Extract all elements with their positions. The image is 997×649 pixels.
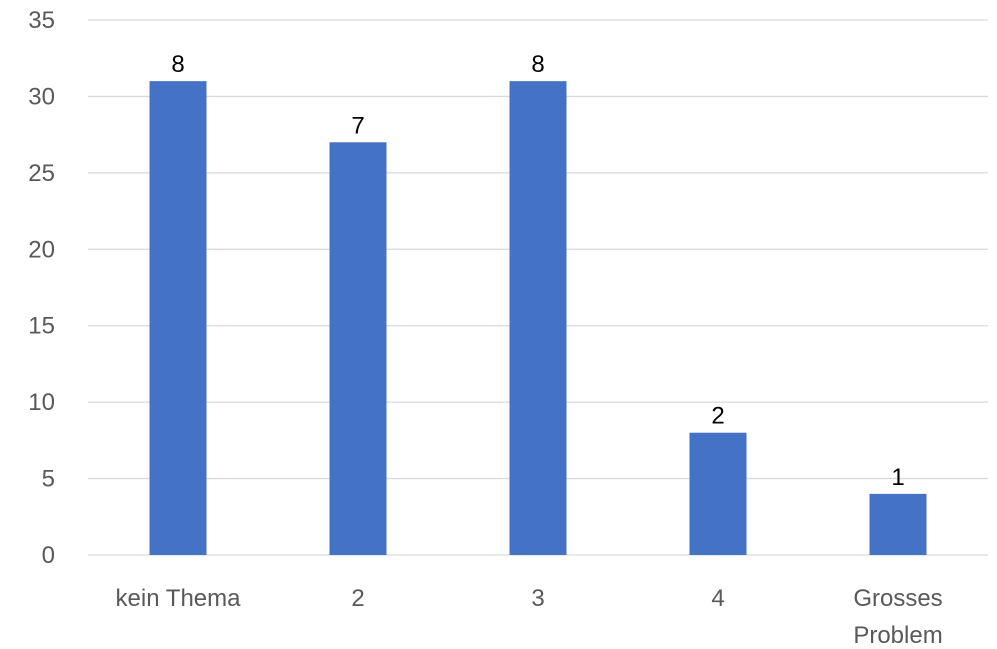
bar [329,142,387,556]
y-tick-label: 20 [28,236,55,263]
y-tick-label: 25 [28,160,55,187]
bar [509,81,567,556]
data-label: 1 [891,464,904,491]
y-tick-label: 35 [28,7,55,34]
data-labels: 8 7 8 2 1 [171,51,904,491]
data-label: 2 [711,403,724,430]
y-tick-label: 10 [28,389,55,416]
y-tick-label: 5 [42,466,55,493]
x-axis-ticks: kein Thema 2 3 4 Grosses Problem [116,585,943,649]
data-label: 8 [171,51,184,78]
x-tick-label: kein Thema [116,585,242,612]
bar [689,432,747,555]
bar [869,493,927,555]
y-tick-label: 0 [42,542,55,569]
x-tick-label: 2 [351,585,364,612]
data-label: 8 [531,51,544,78]
y-tick-label: 30 [28,83,55,110]
y-tick-label: 15 [28,313,55,340]
bars [149,81,927,556]
x-tick-label: Grosses [853,585,942,612]
bar [149,81,207,556]
x-tick-label: 3 [531,585,544,612]
x-tick-label: Problem [853,622,942,649]
x-tick-label: 4 [711,585,724,612]
data-label: 7 [351,112,364,139]
y-axis-ticks: 0 5 10 15 20 25 30 35 [28,7,55,569]
